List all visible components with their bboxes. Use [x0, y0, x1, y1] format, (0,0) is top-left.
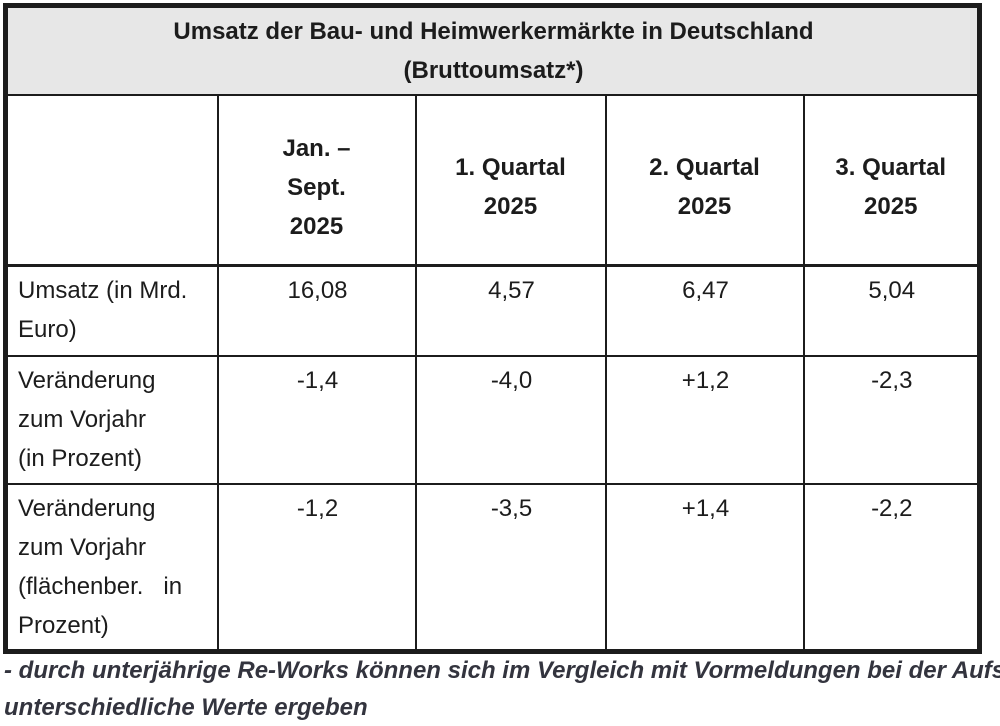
row-label-umsatz: Umsatz (in Mrd. Euro)	[4, 264, 219, 357]
column-header-q1-2025: 1. Quartal 2025	[414, 94, 607, 267]
cell-umsatz-jan-sept: 16,08	[216, 264, 417, 357]
footnote-line-1: - durch unterjährige Re-Works können sic…	[4, 657, 1000, 684]
footnote-line-2: unterschiedliche Werte ergeben	[4, 694, 368, 721]
table-row-veraenderung-prozent: Veränderung zum Vorjahr (in Prozent) -1,…	[4, 355, 981, 485]
cell-veraenderung-q3: -2,3	[802, 355, 981, 485]
cell-flaechenber-q3: -2,2	[802, 483, 981, 653]
column-header-row: Jan. – Sept. 2025 1. Quartal 2025 2. Qua…	[4, 94, 981, 267]
table-title: Umsatz der Bau- und Heimwerkermärkte in …	[4, 4, 981, 96]
cell-flaechenber-jan-sept: -1,2	[216, 483, 417, 653]
cell-veraenderung-jan-sept: -1,4	[216, 355, 417, 485]
cell-flaechenber-q1: -3,5	[414, 483, 607, 653]
cell-umsatz-q3: 5,04	[802, 264, 981, 357]
column-header-q3-2025: 3. Quartal 2025	[802, 94, 981, 267]
cell-veraenderung-q1: -4,0	[414, 355, 607, 485]
table-row-veraenderung-flaechenbereinigt: Veränderung zum Vorjahr (flächenber. in …	[4, 483, 981, 653]
table-row-umsatz: Umsatz (in Mrd. Euro) 16,08 4,57 6,47 5,…	[4, 264, 981, 357]
row-label-veraenderung-prozent: Veränderung zum Vorjahr (in Prozent)	[4, 355, 219, 485]
column-header-q2-2025: 2. Quartal 2025	[604, 94, 805, 267]
cell-veraenderung-q2: +1,2	[604, 355, 805, 485]
revenue-table: Umsatz der Bau- und Heimwerkermärkte in …	[3, 3, 982, 654]
cell-flaechenber-q2: +1,4	[604, 483, 805, 653]
row-label-veraenderung-flaechenbereinigt: Veränderung zum Vorjahr (flächenber. in …	[4, 483, 219, 653]
cell-umsatz-q2: 6,47	[604, 264, 805, 357]
cell-umsatz-q1: 4,57	[414, 264, 607, 357]
column-header-empty	[4, 94, 219, 267]
column-header-jan-sept-2025: Jan. – Sept. 2025	[216, 94, 417, 267]
footnote: - durch unterjährige Re-Works können sic…	[4, 652, 1000, 726]
table-title-row: Umsatz der Bau- und Heimwerkermärkte in …	[4, 4, 981, 96]
